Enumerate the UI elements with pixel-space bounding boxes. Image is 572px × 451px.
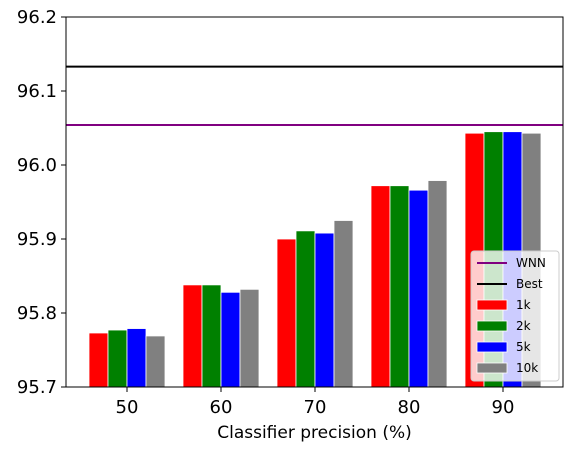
y-axis: 95.7 95.8 95.9 96.0 96.1 96.2: [17, 7, 66, 398]
x-tick-label-50: 50: [116, 397, 139, 418]
x-tick-label-80: 80: [398, 397, 421, 418]
bar-2k-80: [389, 185, 410, 388]
bar-2k-60: [201, 284, 222, 388]
bar-10k-70: [333, 220, 354, 388]
bar-1k-80: [370, 185, 391, 388]
legend-label-wnn: WNN: [516, 256, 546, 270]
bar-10k-60: [239, 288, 260, 388]
y-tick-label-96.0: 96.0: [17, 155, 57, 176]
bar-1k-50: [88, 332, 109, 388]
x-tick-label-70: 70: [304, 397, 327, 418]
y-tick-label-95.9: 95.9: [17, 229, 57, 250]
bar-1k-70: [276, 238, 297, 388]
x-tick-label-90: 90: [492, 397, 515, 418]
bar-2k-70: [295, 230, 316, 388]
x-axis-label: Classifier precision (%): [217, 423, 412, 443]
legend-label-1k: 1k: [516, 298, 531, 312]
y-tick-label-95.8: 95.8: [17, 303, 57, 324]
bar-10k-80: [427, 180, 448, 388]
legend-label-2k: 2k: [516, 319, 531, 333]
legend-label-10k: 10k: [516, 361, 538, 375]
y-tick-label-96.1: 96.1: [17, 81, 57, 102]
legend-swatch-1k: [476, 299, 508, 311]
legend-label-5k: 5k: [516, 340, 531, 354]
x-axis: 50 60 70 80 90: [116, 387, 515, 418]
bar-5k-80: [408, 189, 429, 388]
bar-5k-50: [126, 328, 147, 388]
legend-swatch-5k: [476, 341, 508, 353]
bar-2k-50: [107, 329, 128, 388]
bar-5k-60: [220, 291, 241, 388]
bar-10k-50: [145, 335, 166, 388]
y-tick-label-96.2: 96.2: [17, 7, 57, 28]
bar-5k-70: [314, 232, 335, 388]
legend: WNN Best 1k 2k 5k 10k: [470, 250, 560, 382]
legend-label-best: Best: [516, 277, 543, 291]
x-tick-label-60: 60: [210, 397, 233, 418]
y-tick-label-95.7: 95.7: [17, 377, 57, 398]
legend-swatch-10k: [476, 362, 508, 374]
legend-box: [470, 250, 560, 382]
bar-1k-60: [182, 284, 203, 388]
legend-swatch-2k: [476, 320, 508, 332]
